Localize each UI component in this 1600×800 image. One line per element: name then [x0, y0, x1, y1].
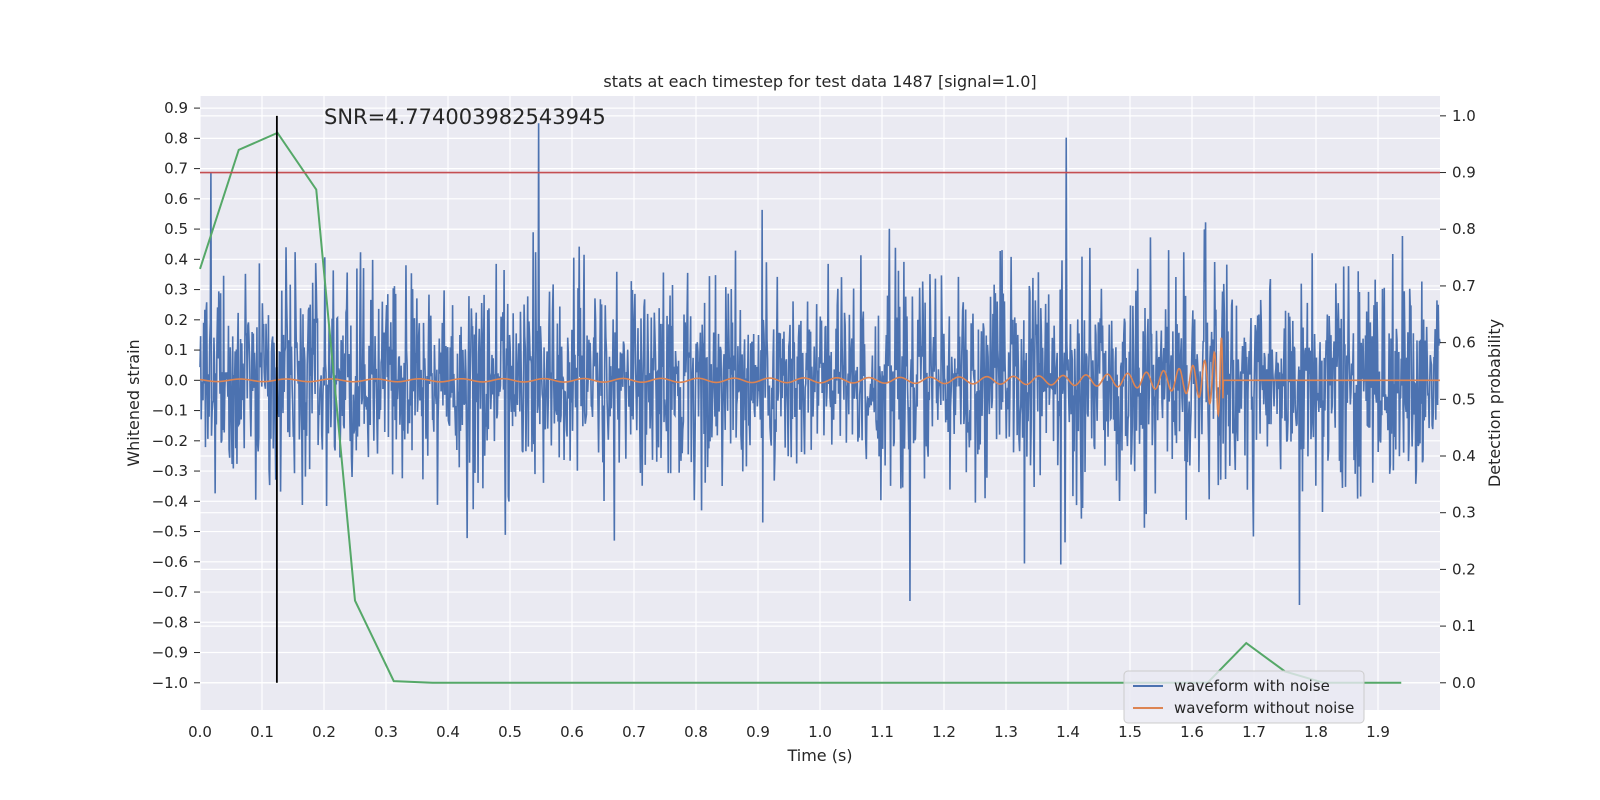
y-tick-label: −0.9 — [152, 644, 188, 662]
y-tick-label: 0.2 — [164, 311, 188, 329]
x-tick-label: 0.7 — [622, 723, 646, 741]
y2-tick-label: 0.5 — [1452, 390, 1476, 408]
x-tick-label: 1.0 — [808, 723, 832, 741]
y-tick-label: −1.0 — [152, 674, 188, 692]
y-tick-label: −0.5 — [152, 523, 188, 541]
x-tick-label: 1.8 — [1304, 723, 1328, 741]
y2-tick-label: 0.4 — [1452, 447, 1476, 465]
y-tick-label: 0.3 — [164, 281, 188, 299]
series-waveform-with-noise — [199, 123, 1441, 606]
y2-tick-label: 0.3 — [1452, 504, 1476, 522]
x-tick-label: 1.7 — [1242, 723, 1266, 741]
x-tick-label: 0.0 — [188, 723, 212, 741]
x-axis-title: Time (s) — [786, 746, 852, 765]
y-tick-label: −0.7 — [152, 583, 188, 601]
y2-tick-label: 1.0 — [1452, 107, 1476, 125]
x-axis-ticks: 0.0 0.1 0.2 0.3 0.4 0.5 0.6 0.7 0.8 0.9 1.0 1.1 1.2 1… — [188, 723, 1390, 741]
noisy-waveform-line — [199, 123, 1441, 606]
y-tick-label: −0.2 — [152, 432, 188, 450]
x-tick-label: 0.1 — [250, 723, 274, 741]
y2-tick-label: 0.2 — [1452, 560, 1476, 578]
y-tick-label: −0.6 — [152, 553, 188, 571]
x-tick-label: 1.2 — [932, 723, 956, 741]
legend-box — [1123, 670, 1365, 724]
x-tick-label: 0.5 — [498, 723, 522, 741]
y-tick-label: 0.6 — [164, 190, 188, 208]
y2-axis-title: Detection probability — [1485, 319, 1504, 487]
y-tick-label: −0.3 — [152, 462, 188, 480]
y2-axis-ticks: 1.0 0.9 0.8 0.7 0.6 0.5 0.4 0.3 0.2 0.1 0.0 — [1440, 107, 1476, 692]
legend-label-clean: waveform without noise — [1174, 699, 1354, 717]
x-tick-label: 1.1 — [870, 723, 894, 741]
y2-tick-label: 0.1 — [1452, 617, 1476, 635]
y-tick-label: 0.7 — [164, 160, 188, 178]
y2-tick-label: 0.8 — [1452, 220, 1476, 238]
y-tick-label: 0.4 — [164, 250, 188, 268]
y-axis-ticks: 0.9 0.8 0.7 0.6 0.5 0.4 0.3 0.2 0.1 0.0 −0.1 −0.2 −0… — [152, 99, 200, 692]
y2-tick-label: 0.6 — [1452, 334, 1476, 352]
y2-tick-label: 0.0 — [1452, 674, 1476, 692]
chart-title: stats at each timestep for test data 148… — [603, 72, 1036, 91]
x-tick-label: 0.3 — [374, 723, 398, 741]
y-tick-label: 0.1 — [164, 341, 188, 359]
snr-annotation: SNR=4.774003982543945 — [324, 105, 606, 129]
legend: waveform with noise waveform without noi… — [1123, 670, 1365, 724]
y-axis-title: Whitened strain — [124, 339, 143, 466]
y-tick-label: −0.8 — [152, 613, 188, 631]
x-tick-label: 1.4 — [1056, 723, 1080, 741]
y2-tick-label: 0.9 — [1452, 164, 1476, 182]
x-tick-label: 0.9 — [746, 723, 770, 741]
y-tick-label: 0.9 — [164, 99, 188, 117]
x-tick-label: 1.5 — [1118, 723, 1142, 741]
x-tick-label: 1.9 — [1366, 723, 1390, 741]
y-tick-label: −0.1 — [152, 402, 188, 420]
y-tick-label: 0.0 — [164, 371, 188, 389]
x-tick-label: 0.2 — [312, 723, 336, 741]
y2-tick-label: 0.7 — [1452, 277, 1476, 295]
x-tick-label: 1.6 — [1180, 723, 1204, 741]
y-tick-label: 0.5 — [164, 220, 188, 238]
legend-label-noisy: waveform with noise — [1174, 677, 1330, 695]
clean-waveform-line — [199, 337, 1440, 418]
x-tick-label: 1.3 — [994, 723, 1018, 741]
x-tick-label: 0.8 — [684, 723, 708, 741]
x-tick-label: 0.6 — [560, 723, 584, 741]
y-tick-label: 0.8 — [164, 129, 188, 147]
y-tick-label: −0.4 — [152, 492, 188, 510]
series-waveform-without-noise — [199, 337, 1440, 418]
x-tick-label: 0.4 — [436, 723, 460, 741]
